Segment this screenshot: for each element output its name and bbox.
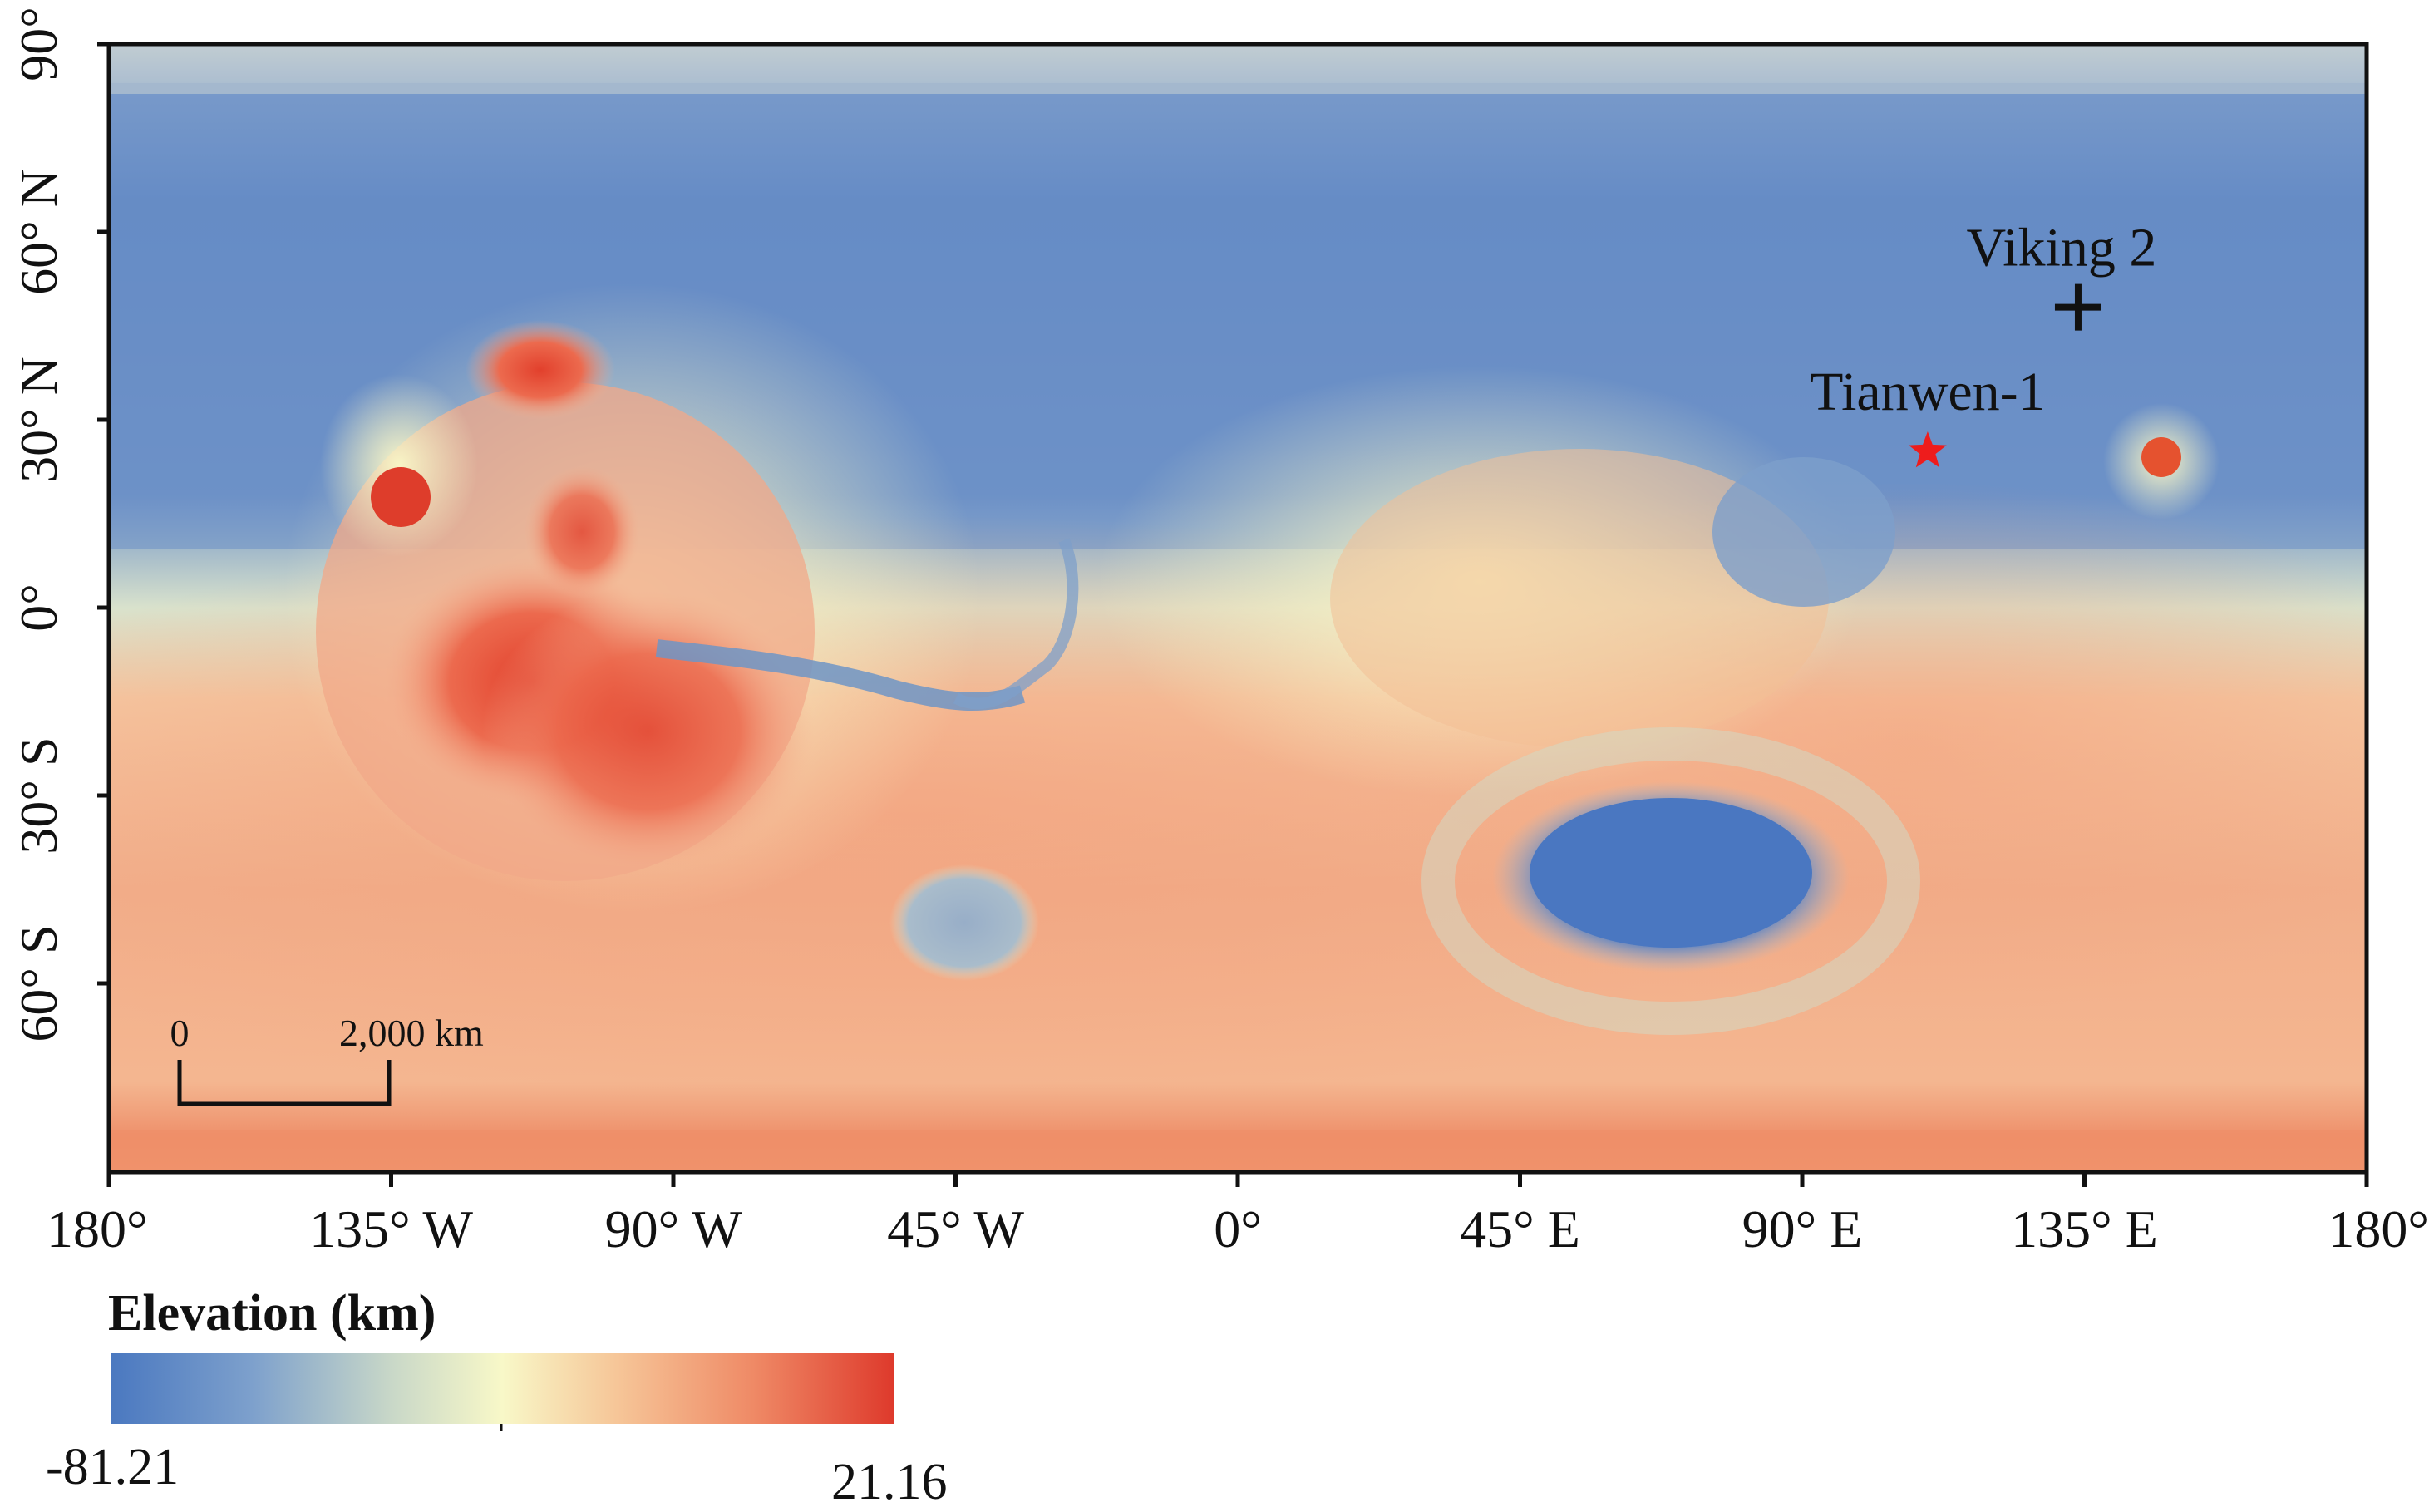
- longitude-tick-label: 90° W: [605, 1199, 742, 1258]
- cross-marker-icon: [2054, 283, 2101, 331]
- scale-start-label: 0: [170, 1012, 190, 1054]
- site-viking-2: Viking 2: [1967, 218, 2157, 331]
- latitude-tick-label: 60° S: [9, 924, 68, 1042]
- latitude-axis: 90° 60° N 30° N 0° 30° S 60° S: [9, 7, 109, 1042]
- latitude-tick-label: 60° N: [9, 169, 68, 295]
- longitude-tick-label: 0°: [1214, 1199, 1262, 1258]
- longitude-tick-label: 135° W: [309, 1199, 473, 1258]
- site-label: Viking 2: [1967, 218, 2157, 278]
- longitude-tick-label: 180°: [47, 1199, 148, 1258]
- latitude-tick-label: 30° S: [9, 736, 68, 854]
- legend-color-ramp: [111, 1353, 894, 1424]
- longitude-axis: 180° 135° W 90° W 45° W 0° 45° E 90° E 135° E 18…: [47, 1172, 2429, 1258]
- elevation-map: [109, 44, 2367, 1172]
- longitude-tick-label: 45° E: [1460, 1199, 1580, 1258]
- longitude-tick-label: 90° E: [1742, 1199, 1863, 1258]
- longitude-tick-label: 135° E: [2011, 1199, 2158, 1258]
- latitude-tick-label: 90°: [9, 7, 68, 81]
- legend-title: Elevation (km): [108, 1285, 436, 1342]
- scale-bar: 0 2,000 km: [170, 1012, 484, 1106]
- legend-max-label: 21.16: [831, 1454, 948, 1510]
- star-marker-icon: [1909, 431, 1947, 468]
- landing-sites: Viking 2 Tianwen-1: [1810, 218, 2156, 468]
- legend-min-label: -81.21: [46, 1439, 179, 1495]
- latitude-tick-label: 30° N: [9, 357, 68, 483]
- latitude-tick-label: 0°: [9, 584, 68, 632]
- scale-end-label: 2,000 km: [339, 1012, 484, 1054]
- site-tianwen-1: Tianwen-1: [1810, 362, 2046, 468]
- longitude-tick-label: 180°: [2328, 1199, 2429, 1258]
- elevation-legend: Elevation (km) -81.21 21.16: [46, 1285, 948, 1510]
- longitude-tick-label: 45° W: [887, 1199, 1024, 1258]
- site-label: Tianwen-1: [1810, 362, 2046, 422]
